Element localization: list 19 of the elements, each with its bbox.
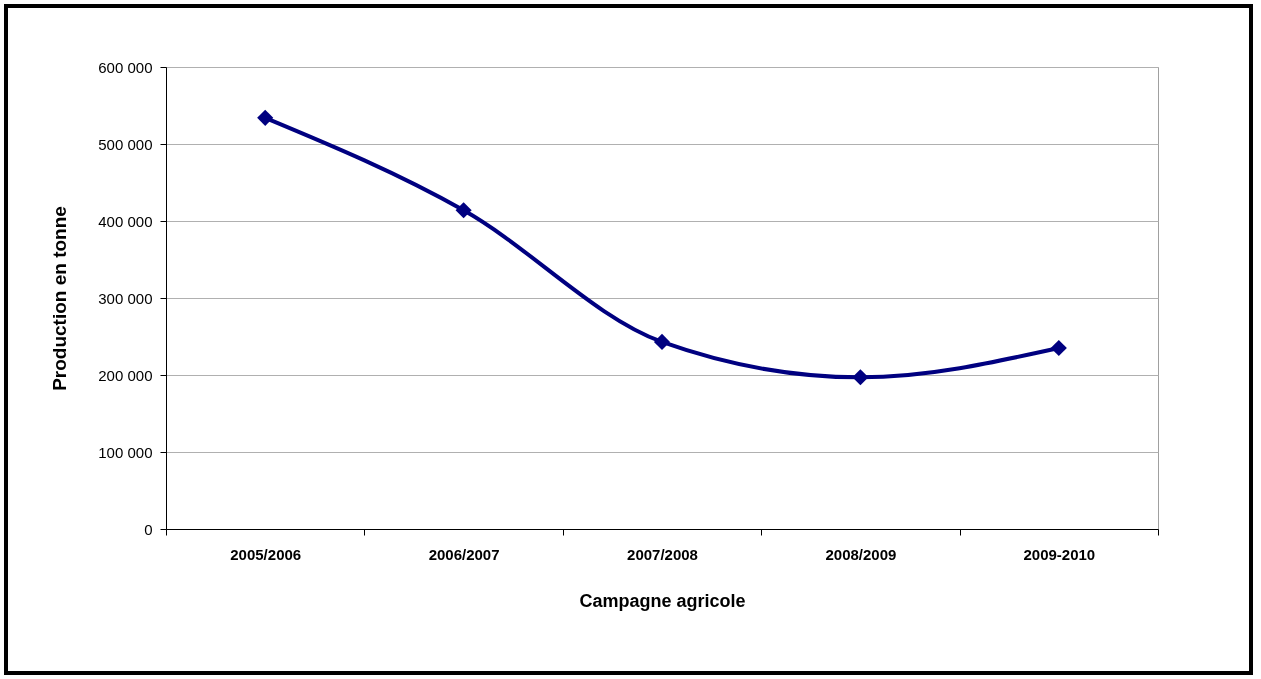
x-tick-label: 2005/2006 — [230, 545, 302, 563]
x-tick-label: 2007/2008 — [627, 545, 698, 563]
y-tick-label: 100 000 — [98, 443, 153, 461]
point — [1050, 339, 1067, 357]
x-tick-label: 2009-2010 — [1023, 545, 1096, 563]
y-tick-label: 400 000 — [98, 212, 153, 230]
y-tick-label: 500 000 — [98, 135, 153, 153]
point — [257, 109, 274, 126]
x-axis-title: Campagne agricole — [579, 590, 746, 611]
y-tick-label: 300 000 — [98, 289, 153, 307]
point — [852, 369, 869, 386]
y-tick-label: 600 000 — [98, 58, 153, 76]
y-tick-label: 200 000 — [98, 366, 153, 384]
x-tick-label: 2006/2007 — [428, 545, 500, 563]
y-tick-label: 0 — [144, 520, 153, 538]
point — [653, 333, 671, 350]
point — [455, 202, 472, 219]
x-tick-label: 2008/2009 — [825, 545, 897, 563]
y-axis-title: Production en tonne — [49, 206, 71, 391]
